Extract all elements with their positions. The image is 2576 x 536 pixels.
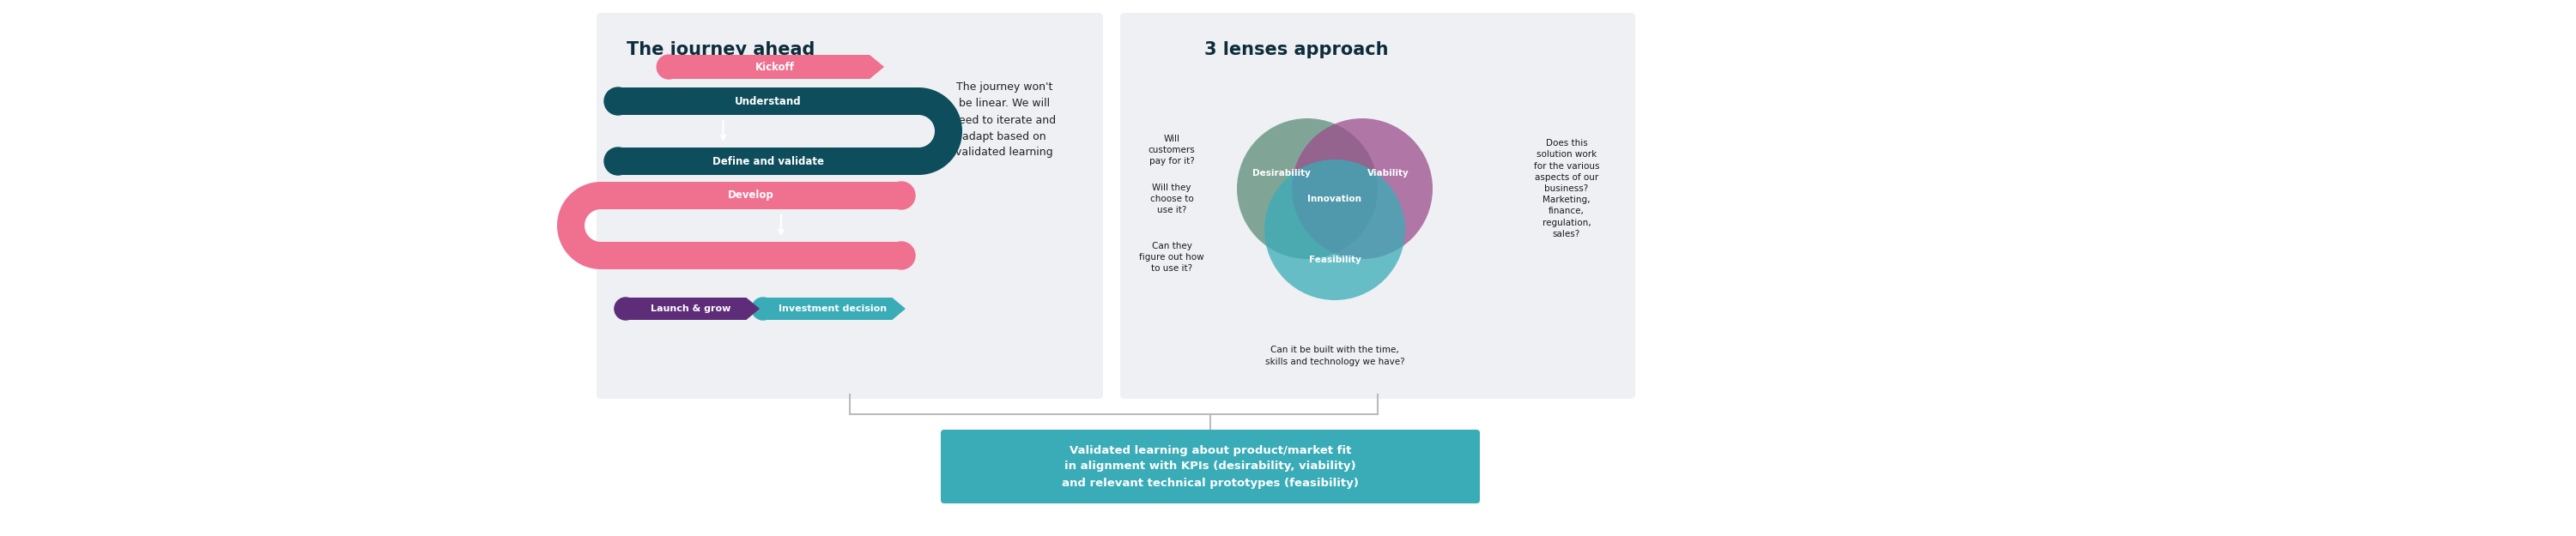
FancyBboxPatch shape [940,430,1479,503]
Text: The journey ahead: The journey ahead [626,41,814,58]
Polygon shape [760,297,907,320]
Text: Define and validate: Define and validate [714,155,824,167]
Polygon shape [556,182,600,269]
Text: Desirability: Desirability [1252,169,1311,177]
Circle shape [889,182,914,209]
Text: Investment decision: Investment decision [778,304,886,313]
FancyBboxPatch shape [598,13,1103,399]
Circle shape [616,297,636,320]
Circle shape [1291,118,1432,259]
FancyBboxPatch shape [600,242,902,269]
Text: 3 lenses approach: 3 lenses approach [1203,41,1388,58]
FancyBboxPatch shape [1121,13,1636,399]
Text: Will
customers
pay for it?: Will customers pay for it? [1149,135,1195,166]
Circle shape [752,297,775,320]
Polygon shape [920,87,963,175]
Text: Will they
choose to
use it?: Will they choose to use it? [1149,183,1193,214]
FancyBboxPatch shape [600,182,902,209]
Text: Understand: Understand [734,95,801,107]
Polygon shape [665,55,884,79]
Circle shape [889,242,914,269]
Circle shape [605,147,631,175]
Text: Launch & grow: Launch & grow [652,304,732,313]
Circle shape [1236,118,1378,259]
Polygon shape [623,297,760,320]
Text: Innovation: Innovation [1309,195,1363,203]
Circle shape [1265,160,1404,300]
Text: Viability: Viability [1368,169,1409,177]
Text: Validated learning about product/market fit
in alignment with KPIs (desirability: Validated learning about product/market … [1061,445,1358,488]
Text: The journey won't
be linear. We will
need to iterate and
adapt based on
validate: The journey won't be linear. We will nee… [953,82,1056,158]
Circle shape [657,55,680,79]
Circle shape [605,87,631,115]
Text: Can they
figure out how
to use it?: Can they figure out how to use it? [1139,242,1203,273]
Text: Does this
solution work
for the various
aspects of our
business?
Marketing,
fina: Does this solution work for the various … [1533,139,1600,238]
Text: Feasibility: Feasibility [1309,256,1360,264]
Text: Can it be built with the time,
skills and technology we have?: Can it be built with the time, skills an… [1265,346,1404,366]
FancyBboxPatch shape [618,147,920,175]
Text: Kickoff: Kickoff [755,61,793,72]
FancyBboxPatch shape [618,87,920,115]
Text: Develop: Develop [729,190,775,201]
